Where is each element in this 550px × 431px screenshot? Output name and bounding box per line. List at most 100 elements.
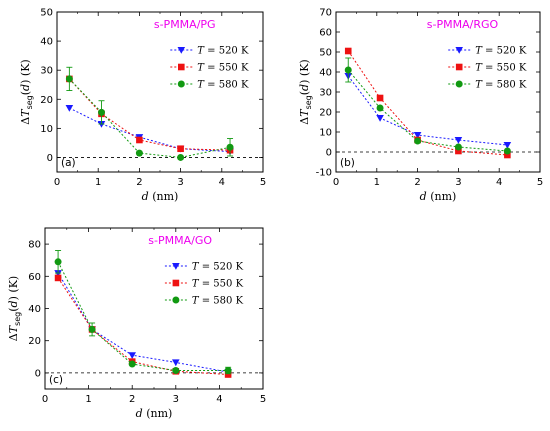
y-tick-label: 50: [319, 48, 332, 59]
y-tick-label: 0: [35, 368, 41, 379]
legend-entry-0-1: T = 550 K: [197, 63, 249, 74]
series-line-0-2: [68, 78, 231, 158]
data-point-2-2-3: [172, 366, 180, 374]
x-tick-label: 5: [537, 177, 543, 188]
y-tick-label: 30: [319, 88, 332, 99]
data-point-0-2-1: [97, 108, 105, 116]
data-point-2-0-3: [172, 359, 180, 367]
data-point-2-2-1: [88, 325, 96, 333]
data-point-1-1-4: [504, 151, 511, 159]
y-axis-label-2: ΔTseg(d) (K): [7, 276, 22, 341]
legend-entry-2-1: T = 550 K: [192, 279, 244, 290]
legend-entry-1-0: T = 520 K: [475, 46, 527, 57]
x-tick-label: 1: [374, 177, 380, 188]
legend-marker-0-1: [178, 63, 185, 71]
x-axis-label-1: d (nm): [420, 190, 457, 203]
legend-marker-1-1: [455, 63, 463, 71]
data-point-2-0-2: [128, 352, 136, 359]
legend-marker-1-2: [455, 80, 463, 88]
panel-label-2: (c): [49, 374, 63, 386]
x-tick-label: 2: [414, 177, 420, 188]
data-point-0-0-0: [65, 105, 74, 112]
x-tick-label: 0: [42, 394, 48, 405]
series-line-2-1: [57, 277, 229, 376]
data-point-1-2-4: [503, 147, 511, 155]
y-tick-label: 0: [47, 153, 53, 164]
y-tick-label: 0: [326, 148, 332, 159]
data-point-1-2-0: [344, 66, 352, 74]
y-tick-label: 20: [319, 108, 332, 119]
y-tick-label: 10: [319, 128, 332, 139]
x-tick-label: 3: [455, 177, 461, 188]
x-tick-label: 1: [85, 394, 91, 405]
legend-entry-0-2: T = 580 K: [197, 80, 249, 91]
x-tick-label: 0: [54, 177, 60, 188]
legend-entry-0-0: T = 520 K: [197, 46, 249, 57]
data-point-2-2-4: [224, 366, 232, 374]
y-tick-label: 70: [319, 8, 332, 19]
data-point-1-0-4: [503, 142, 512, 149]
y-tick-label: 30: [40, 66, 53, 77]
y-axis-label-1: ΔTseg(d) (K): [298, 59, 313, 124]
y-tick-label: 40: [28, 304, 41, 315]
chart-panel-2: 0 1 2 3 4 5 0 20 40 60 80 d (nm) ΔTseg(d) (K) s-PMMA/…: [7, 227, 266, 420]
y-tick-label: 60: [28, 272, 41, 283]
y-tick-label: 10: [40, 124, 53, 135]
series-line-1-2: [347, 69, 508, 152]
legend-marker-2-0: [172, 263, 180, 270]
data-point-2-2-2: [128, 360, 136, 368]
data-point-0-1-2: [136, 136, 143, 144]
panel-label-1: (b): [340, 157, 355, 169]
x-tick-label: 2: [129, 394, 135, 405]
y-tick-label: 20: [40, 95, 53, 106]
x-tick-label: 4: [216, 394, 222, 405]
data-point-2-1-4: [224, 371, 232, 378]
x-tick-label: 3: [173, 394, 179, 405]
x-tick-label: 5: [260, 177, 266, 188]
data-point-1-2-1: [376, 104, 384, 112]
x-tick-label: 3: [177, 177, 183, 188]
x-tick-label: 0: [333, 177, 339, 188]
data-point-1-1-0: [344, 47, 352, 55]
data-point-2-2-0: [54, 258, 62, 266]
data-point-0-2-3: [177, 153, 185, 161]
legend-entry-1-1: T = 550 K: [475, 63, 527, 74]
data-point-1-0-3: [454, 137, 463, 144]
data-point-1-0-2: [413, 132, 422, 139]
legend-entry-2-2: T = 580 K: [192, 296, 244, 307]
data-point-1-1-3: [455, 147, 462, 155]
legend-entry-1-2: T = 580 K: [475, 80, 527, 91]
y-tick-label: 40: [319, 68, 332, 79]
data-point-1-2-3: [454, 143, 462, 151]
chart-title-0: s-PMMA/PG: [154, 18, 216, 31]
panel-label-0: (a): [61, 157, 76, 169]
legend-entry-2-0: T = 520 K: [192, 262, 244, 273]
chart-title-2: s-PMMA/GO: [148, 234, 212, 247]
y-tick-label: 40: [40, 37, 53, 48]
series-line-0-0: [69, 107, 231, 153]
data-point-1-1-1: [376, 94, 384, 102]
y-tick-label: 60: [319, 28, 332, 39]
x-tick-label: 1: [95, 177, 101, 188]
x-axis-label-2: d (nm): [136, 407, 173, 420]
y-tick-label: 80: [28, 240, 41, 251]
legend-marker-0-2: [177, 80, 185, 88]
legend-marker-1-0: [455, 47, 463, 54]
data-point-0-1-3: [177, 145, 184, 153]
legend-marker-2-2: [172, 296, 180, 304]
data-point-0-2-0: [65, 75, 73, 83]
data-point-0-2-4: [226, 143, 234, 151]
data-point-2-1-0: [54, 274, 62, 282]
y-tick-label: 50: [40, 8, 53, 19]
chart-title-1: s-PMMA/RGO: [427, 18, 499, 31]
y-tick-label: -10: [316, 168, 332, 179]
data-point-0-2-2: [135, 149, 143, 157]
legend-marker-2-1: [172, 279, 180, 287]
x-axis-label-0: d (nm): [142, 190, 179, 203]
y-axis-label-0: ΔTseg(d) (K): [19, 59, 34, 124]
legend-marker-0-0: [177, 47, 186, 54]
y-tick-label: 20: [28, 336, 41, 347]
